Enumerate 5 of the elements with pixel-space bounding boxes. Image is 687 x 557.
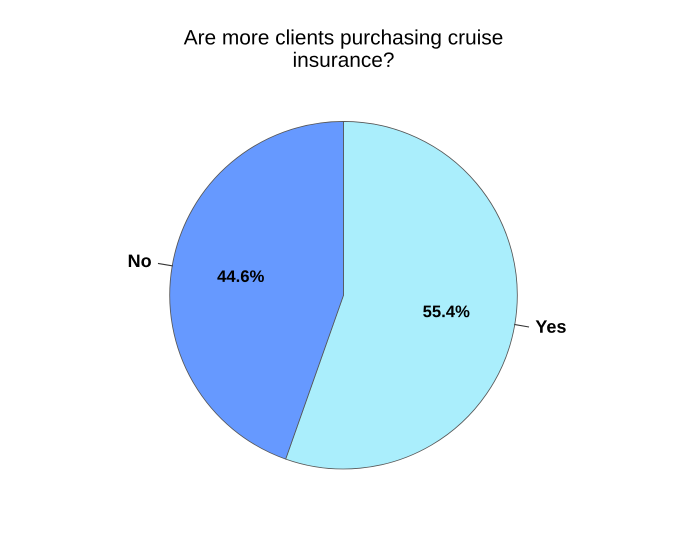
slice-label: Yes (536, 320, 566, 333)
chart-title: Are more clients purchasing cruise insurance? (184, 29, 502, 68)
data-label: 44.6% (217, 270, 264, 282)
slice-label: No (128, 254, 151, 268)
data-label: 55.4% (423, 306, 470, 318)
